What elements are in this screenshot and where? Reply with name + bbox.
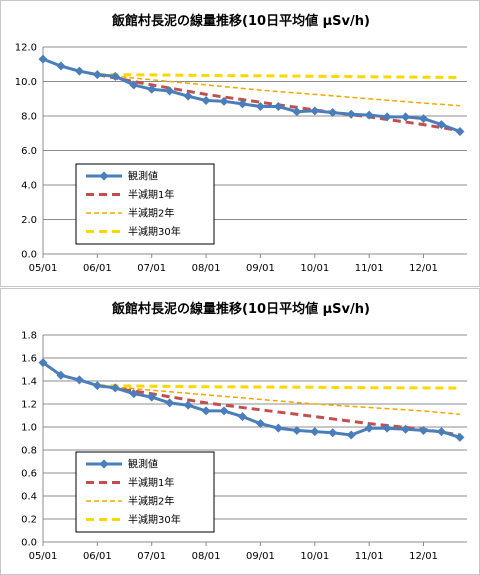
y-tick-label: 4.0 xyxy=(21,181,37,192)
y-tick-label: 2.0 xyxy=(21,215,37,226)
data-point-marker xyxy=(310,427,320,437)
y-tick-label: 0.0 xyxy=(21,250,37,261)
x-tick-label: 11/01 xyxy=(355,551,384,562)
legend-label: 観測値 xyxy=(128,458,158,471)
x-tick-label: 05/01 xyxy=(29,263,58,274)
data-point-marker xyxy=(74,66,84,76)
y-tick-label: 0.6 xyxy=(21,469,37,480)
legend-label: 半減期1年 xyxy=(128,476,174,489)
data-point-marker xyxy=(201,95,211,105)
chart-panel-top: 飯館村長泥の線量推移(10日平均値 μSv/h) 0.0 2.0 4.0 6.0 8.0… xyxy=(0,0,480,287)
data-point-marker xyxy=(165,398,175,408)
chart-panel-bottom: 飯館村長泥の線量推移(10日平均値 μSv/h) 0.0 0.2 0.4 0.6 0.8… xyxy=(0,288,480,575)
x-tick-label: 07/01 xyxy=(137,551,166,562)
data-point-marker xyxy=(38,54,48,64)
legend-marker xyxy=(99,171,109,181)
x-tick-label: 12/01 xyxy=(409,263,438,274)
y-tick-label: 0.0 xyxy=(21,538,37,549)
data-point-marker xyxy=(56,370,66,380)
data-point-marker xyxy=(255,419,265,429)
x-tick-label: 10/01 xyxy=(300,551,329,562)
x-tick-label: 06/01 xyxy=(83,263,112,274)
x-tick-label: 05/01 xyxy=(29,551,58,562)
data-point-marker xyxy=(237,99,247,109)
data-point-marker xyxy=(310,106,320,116)
x-tick-label: 10/01 xyxy=(300,263,329,274)
data-point-marker xyxy=(273,423,283,433)
x-tick-label: 08/01 xyxy=(192,263,221,274)
y-tick-label: 1.6 xyxy=(21,354,37,365)
data-point-marker xyxy=(436,427,446,437)
data-point-marker xyxy=(38,358,48,368)
data-point-marker xyxy=(382,112,392,122)
x-tick-label: 12/01 xyxy=(409,551,438,562)
data-point-marker xyxy=(92,70,102,80)
series-line-3 xyxy=(97,73,460,79)
chart-title: 飯館村長泥の線量推移(10日平均値 μSv/h) xyxy=(111,301,370,317)
y-tick-label: 8.0 xyxy=(21,112,37,123)
y-tick-label: 1.0 xyxy=(21,423,37,434)
x-tick-label: 09/01 xyxy=(246,263,275,274)
x-tick-label: 07/01 xyxy=(137,263,166,274)
data-point-marker xyxy=(219,96,229,106)
data-point-marker xyxy=(292,107,302,117)
data-point-marker xyxy=(455,432,465,442)
legend-label: 半減期1年 xyxy=(128,188,174,201)
series-line-3 xyxy=(97,384,460,390)
line-chart-bottom: 飯館村長泥の線量推移(10日平均値 μSv/h) 0.0 0.2 0.4 0.6 0.8… xyxy=(21,301,467,562)
y-tick-label: 0.2 xyxy=(21,515,37,526)
data-point-marker xyxy=(346,430,356,440)
y-tick-label: 1.8 xyxy=(21,331,37,342)
data-point-marker xyxy=(255,102,265,112)
data-point-marker xyxy=(382,423,392,433)
line-chart-top: 飯館村長泥の線量推移(10日平均値 μSv/h) 0.0 2.0 4.0 6.0 8.0… xyxy=(15,13,467,274)
data-point-marker xyxy=(436,120,446,130)
data-point-marker xyxy=(401,424,411,434)
data-point-marker xyxy=(183,91,193,101)
data-point-marker xyxy=(273,102,283,112)
x-tick-label: 06/01 xyxy=(83,551,112,562)
data-point-marker xyxy=(401,112,411,122)
data-point-marker xyxy=(455,127,465,137)
chart-title: 飯館村長泥の線量推移(10日平均値 μSv/h) xyxy=(111,13,370,29)
data-point-marker xyxy=(110,71,120,81)
x-tick-label: 11/01 xyxy=(355,263,384,274)
legend-label: 半減期2年 xyxy=(128,207,174,220)
data-point-marker xyxy=(328,428,338,438)
legend-label: 半減期2年 xyxy=(128,495,174,508)
legend-label: 半減期30年 xyxy=(128,225,181,238)
data-point-marker xyxy=(74,375,84,385)
y-tick-label: 12.0 xyxy=(15,43,37,54)
y-tick-label: 0.4 xyxy=(21,492,37,503)
data-point-marker xyxy=(346,109,356,119)
data-point-marker xyxy=(56,61,66,71)
data-point-marker xyxy=(292,425,302,435)
y-tick-label: 6.0 xyxy=(21,146,37,157)
data-point-marker xyxy=(165,86,175,96)
data-point-marker xyxy=(364,423,374,433)
data-point-marker xyxy=(147,84,157,94)
data-point-marker xyxy=(237,412,247,422)
x-tick-label: 08/01 xyxy=(192,551,221,562)
data-point-marker xyxy=(147,392,157,402)
legend-marker xyxy=(99,459,109,469)
data-point-marker xyxy=(419,114,429,124)
legend-label: 観測値 xyxy=(128,170,158,183)
y-tick-label: 1.2 xyxy=(21,400,37,411)
data-point-marker xyxy=(328,108,338,118)
data-point-marker xyxy=(129,389,139,399)
y-tick-label: 0.8 xyxy=(21,446,37,457)
data-point-marker xyxy=(110,383,120,393)
data-point-marker xyxy=(129,80,139,90)
data-point-marker xyxy=(183,400,193,410)
data-point-marker xyxy=(92,381,102,391)
legend-label: 半減期30年 xyxy=(128,513,181,526)
x-tick-label: 09/01 xyxy=(246,551,275,562)
y-tick-label: 10.0 xyxy=(15,77,37,88)
y-tick-label: 1.4 xyxy=(21,377,37,388)
data-point-marker xyxy=(201,406,211,416)
data-point-marker xyxy=(364,110,374,120)
data-point-marker xyxy=(219,406,229,416)
data-point-marker xyxy=(419,425,429,435)
